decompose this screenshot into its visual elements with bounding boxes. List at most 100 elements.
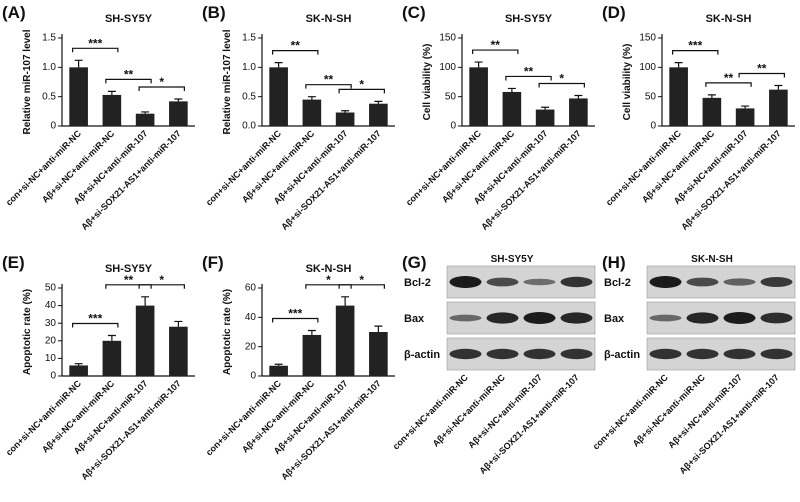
chart-title: SH-SY5Y <box>105 263 153 275</box>
error-bar <box>107 90 116 95</box>
blot-band <box>449 348 482 360</box>
significance-label: ** <box>724 71 734 85</box>
significance-label: * <box>159 273 164 287</box>
blot-band <box>649 348 682 360</box>
panel-label: (G) <box>402 253 427 272</box>
y-tick-label: 20 <box>45 335 57 346</box>
y-axis-label: Apoptotic rate (%) <box>222 289 233 375</box>
y-tick-label: 0 <box>50 121 56 132</box>
error-bar <box>541 106 550 110</box>
panel-label: (H) <box>602 253 626 272</box>
panel-label: (F) <box>202 253 224 272</box>
significance-bracket <box>338 284 385 289</box>
y-tick-label: 40 <box>245 312 257 323</box>
y-tick-label: 100 <box>439 62 456 73</box>
y-tick-label: 0.5 <box>42 91 56 102</box>
blot-panel: (H) SK-N-SH Bcl-2 Bax β-actin con+si-NC+anti-… <box>591 253 796 476</box>
significance-bracket <box>105 284 152 289</box>
error-bar <box>174 98 183 102</box>
bar <box>269 67 288 126</box>
row-label: β-actin <box>404 349 440 361</box>
significance-label: ** <box>291 39 301 53</box>
blot-band <box>723 348 756 360</box>
y-tick-label: 60 <box>245 283 257 294</box>
blot-band <box>449 276 482 288</box>
row-label: Bax <box>404 313 425 325</box>
panel-label: (C) <box>402 3 426 22</box>
y-tick-label: 0.5 <box>242 91 256 102</box>
bar <box>669 67 688 126</box>
error-bar <box>674 62 683 68</box>
significance-label: * <box>559 71 564 85</box>
blot-band <box>560 276 593 288</box>
y-tick-label: 10 <box>45 353 57 364</box>
x-tick-label: con+si-NC+anti-miR-NC <box>591 372 671 452</box>
error-bar <box>141 296 150 306</box>
significance-label: ** <box>124 67 134 81</box>
y-axis-label: Relative miR-107 level <box>22 29 33 134</box>
error-bar <box>341 296 350 306</box>
significance-bracket <box>272 50 319 55</box>
y-axis-label: Relative miR-107 level <box>222 29 233 134</box>
significance-bracket <box>705 82 752 87</box>
blot-band <box>686 277 719 287</box>
blot-band <box>523 312 556 324</box>
y-tick-label: 0.0 <box>242 121 256 132</box>
bar <box>269 365 288 376</box>
error-bar <box>474 61 483 68</box>
significance-bracket <box>138 86 185 92</box>
y-tick-label: 50 <box>645 91 657 102</box>
chart-title: SH-SY5Y <box>505 13 553 25</box>
bar <box>169 101 188 126</box>
y-tick-label: 0 <box>50 371 56 382</box>
y-tick-label: 1.0 <box>42 62 56 73</box>
bar <box>69 365 88 376</box>
blot-band <box>560 348 593 360</box>
panel-label: (A) <box>2 3 26 22</box>
y-tick-label: 100 <box>639 62 656 73</box>
y-tick-label: 1.5 <box>42 33 56 44</box>
panel-label: (D) <box>602 3 626 22</box>
error-bar <box>307 329 316 335</box>
bar <box>135 305 155 376</box>
significance-bracket <box>272 317 319 323</box>
significance-label: * <box>159 75 164 89</box>
y-axis-label: Cell viability (%) <box>422 44 433 121</box>
error-bar <box>174 320 183 327</box>
significance-bracket <box>105 78 152 84</box>
significance-label: *** <box>288 307 302 321</box>
row-label: Bcl-2 <box>404 277 431 289</box>
significance-label: ** <box>524 64 534 78</box>
significance-bracket <box>672 50 719 55</box>
blot-band <box>723 312 756 324</box>
blot-band <box>486 277 519 287</box>
bar <box>569 98 588 126</box>
bar <box>369 103 388 126</box>
blot-band <box>686 348 719 360</box>
y-tick-label: 150 <box>639 33 656 44</box>
significance-bracket <box>538 82 585 88</box>
y-tick-label: 40 <box>45 300 57 311</box>
error-bar <box>374 325 383 332</box>
error-bar <box>107 334 116 341</box>
bar <box>769 89 788 126</box>
blot-band <box>649 314 682 322</box>
panel-label: (B) <box>202 3 226 22</box>
blot-band <box>723 278 756 286</box>
y-axis-label: Apoptotic rate (%) <box>22 289 33 375</box>
significance-label: ** <box>491 38 501 52</box>
y-tick-label: 50 <box>45 283 57 294</box>
error-bar <box>307 96 316 100</box>
bar <box>502 91 522 126</box>
significance-label: ** <box>757 62 767 76</box>
x-tick-label: Aβ+si-NC+anti-miR-NC <box>431 372 508 449</box>
error-bar <box>374 100 383 104</box>
y-tick-label: 1.5 <box>242 33 256 44</box>
x-tick-label: Aβ+si-NC+anti-miR-NC <box>631 372 708 449</box>
chart-title: SH-SY5Y <box>105 13 153 25</box>
row-label: Bcl-2 <box>604 277 631 289</box>
blot-band <box>486 348 519 360</box>
significance-label: * <box>359 273 364 287</box>
